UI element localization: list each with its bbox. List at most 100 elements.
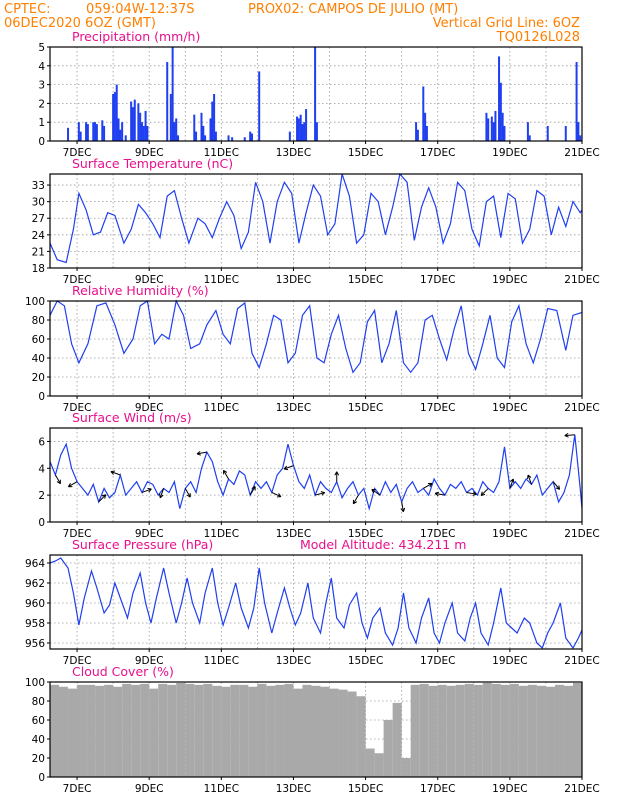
wind-arrow <box>371 488 381 496</box>
precip-bar <box>95 124 98 141</box>
precip-bar <box>137 103 140 141</box>
precip-xtick-label: 7DEC <box>63 147 92 159</box>
precip-bar <box>86 124 89 141</box>
precip-bar <box>173 122 176 141</box>
precip-bar <box>297 118 300 141</box>
cloud-bar <box>248 686 258 777</box>
precip-xtick-label: 19DEC <box>492 147 527 159</box>
temp-ytick-label: 18 <box>32 263 45 275</box>
precip-bar <box>258 71 261 141</box>
cloud-bar <box>410 684 420 777</box>
cloud-bar <box>212 685 222 777</box>
cloud-xtick-label: 17DEC <box>420 783 455 795</box>
cloud-bar <box>482 682 492 777</box>
precip-ytick-label: 5 <box>38 42 45 54</box>
wind-line <box>49 434 583 511</box>
precip-bar <box>94 122 97 141</box>
cloud-bar <box>302 684 312 777</box>
precip-ytick-label: 1 <box>38 117 45 129</box>
wind-arrow <box>271 492 282 498</box>
precip-ytick-label: 3 <box>38 80 45 92</box>
temp-line <box>49 172 583 264</box>
wind-xtick-label: 15DEC <box>348 528 383 540</box>
cloud-ytick-label: 40 <box>32 734 45 746</box>
precip-xtick-label: 13DEC <box>276 147 311 159</box>
wind-arrow <box>184 488 191 498</box>
cloud-bar <box>347 691 357 777</box>
precip-bar <box>315 122 318 141</box>
cloud-xtick-label: 21DEC <box>564 783 599 795</box>
precip-bar <box>494 110 497 141</box>
precip-bar <box>211 101 214 141</box>
rh-ytick-label: 60 <box>32 334 45 346</box>
precip-bar <box>175 118 178 141</box>
precip-bar <box>144 110 147 141</box>
pressure-xtick-label: 21DEC <box>564 655 599 667</box>
wind-arrow <box>334 471 340 482</box>
precip-bar <box>139 112 142 141</box>
cloud-bar <box>401 758 411 777</box>
cloud-bar <box>50 684 60 777</box>
temp-xtick-label: 13DEC <box>276 274 311 286</box>
precip-bar <box>577 122 580 141</box>
wind-arrow <box>526 474 532 485</box>
rh-ytick-label: 100 <box>25 296 45 308</box>
rh-ytick-label: 80 <box>32 315 45 327</box>
cloud-bar <box>284 683 294 777</box>
precip-xtick-label: 17DEC <box>420 147 455 159</box>
precip-bar <box>200 112 203 141</box>
rh-ytick-label: 0 <box>38 391 45 403</box>
wind-arrow <box>110 470 121 476</box>
cloud-xtick-label: 13DEC <box>276 783 311 795</box>
cloud-bar <box>437 684 447 777</box>
precip-bar <box>296 116 299 141</box>
pressure-xtick-label: 15DEC <box>348 655 383 667</box>
precip-bar <box>415 122 418 141</box>
precip-bar <box>528 135 531 141</box>
model-altitude: Model Altitude: 434.211 m <box>300 537 466 552</box>
temp-ytick-label: 33 <box>32 180 45 192</box>
precip-bar <box>67 127 70 141</box>
cloud-bar <box>158 683 168 777</box>
pressure-xtick-label: 7DEC <box>63 655 92 667</box>
rh-xtick-label: 7DEC <box>63 402 92 414</box>
cloud-bar <box>239 684 249 777</box>
cloud-bar <box>149 688 159 777</box>
precip-xtick-label: 9DEC <box>135 147 164 159</box>
cloud-bar <box>221 686 231 777</box>
wind-arrow <box>434 491 446 497</box>
cloud-bar <box>266 685 276 777</box>
precip-bar <box>146 125 149 141</box>
wind-arrow <box>564 432 575 438</box>
cloud-bar <box>140 683 150 777</box>
wind-title: Surface Wind (m/s) <box>72 410 192 425</box>
precip-bar <box>209 118 212 141</box>
cloud-bar <box>257 683 267 777</box>
wind-arrow <box>141 487 152 493</box>
wind-arrow <box>196 451 207 456</box>
cloud-bar <box>527 684 537 777</box>
pressure-ytick-label: 960 <box>25 598 45 610</box>
temp-xtick-label: 15DEC <box>348 274 383 286</box>
cloud-bar <box>194 684 204 777</box>
cloud-xtick-label: 9DEC <box>135 783 164 795</box>
temp-xtick-label: 19DEC <box>492 274 527 286</box>
cloud-bar <box>176 682 186 777</box>
wind-xtick-label: 13DEC <box>276 528 311 540</box>
temp-xtick-label: 7DEC <box>63 274 92 286</box>
cloud-bar <box>185 683 195 777</box>
rh-frame <box>49 300 583 397</box>
cloud-frame <box>49 681 583 778</box>
precip-bar <box>305 109 308 141</box>
precip-bar <box>103 125 106 141</box>
cloud-title: Cloud Cover (%) <box>72 664 174 679</box>
precip-bar <box>249 131 252 141</box>
cloud-bar <box>491 683 501 777</box>
wind-xtick-label: 21DEC <box>564 528 599 540</box>
precip-bar <box>314 47 317 141</box>
wind-xtick-label: 7DEC <box>63 528 92 540</box>
temp-ytick-label: 27 <box>32 213 45 225</box>
precip-bar <box>564 125 567 141</box>
precip-bar <box>501 112 504 141</box>
precip-bar <box>142 125 145 141</box>
